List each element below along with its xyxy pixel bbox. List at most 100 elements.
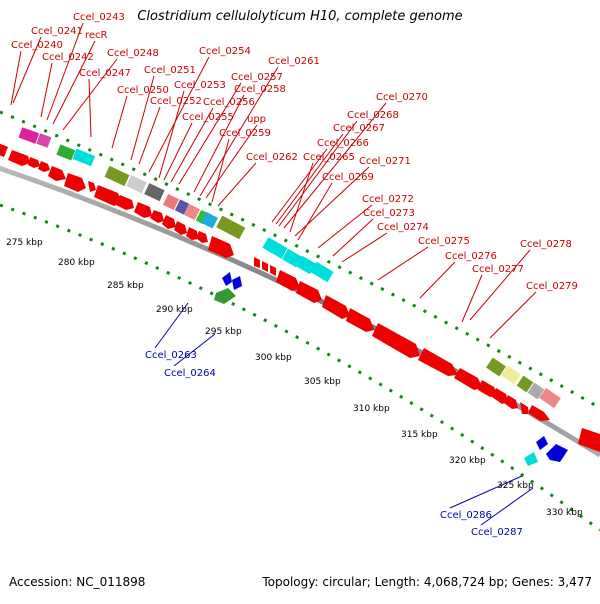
gene-label[interactable]: Ccel_0259 xyxy=(219,128,271,139)
forward-cds xyxy=(64,173,86,192)
forward-cds xyxy=(478,380,498,397)
cds-block xyxy=(310,261,334,283)
gene-label[interactable]: recR xyxy=(85,30,108,41)
gene-label[interactable]: Ccel_0270 xyxy=(376,92,428,103)
label-leader-line xyxy=(469,249,531,321)
forward-cds xyxy=(48,166,66,181)
label-leader-line xyxy=(163,122,193,181)
label-leader-line xyxy=(199,66,279,197)
gene-label[interactable]: Ccel_0248 xyxy=(107,48,159,59)
cds-block xyxy=(174,199,190,215)
label-leader-line xyxy=(489,291,537,339)
forward-cds xyxy=(454,368,482,390)
gene-label[interactable]: Ccel_0279 xyxy=(526,281,578,292)
gene-label[interactable]: Ccel_0268 xyxy=(347,110,399,121)
gene-label[interactable]: Ccel_0252 xyxy=(150,96,202,107)
forward-cds xyxy=(208,236,234,258)
label-leader-line xyxy=(178,82,242,185)
forward-cds xyxy=(196,231,208,243)
forward-cds xyxy=(520,402,528,414)
forward-cds xyxy=(134,202,152,218)
cds-block xyxy=(195,209,209,225)
gene-label[interactable]: Ccel_0278 xyxy=(520,239,572,250)
gene-label[interactable]: Ccel_0242 xyxy=(42,52,94,63)
scale-label: 295 kbp xyxy=(205,327,242,337)
scale-label: 300 kbp xyxy=(255,353,292,363)
gene-label[interactable]: Ccel_0258 xyxy=(234,84,286,95)
gene-label[interactable]: Ccel_0243 xyxy=(73,12,125,23)
gene-label[interactable]: Ccel_0263 xyxy=(145,350,197,361)
cds-block xyxy=(486,357,506,377)
gene-label[interactable]: Ccel_0256 xyxy=(203,97,255,108)
cds-block xyxy=(539,387,561,409)
gene-label[interactable]: Ccel_0253 xyxy=(174,80,226,91)
gene-label[interactable]: Ccel_0247 xyxy=(79,68,131,79)
gene-label[interactable]: Ccel_0272 xyxy=(362,194,414,205)
gene-label[interactable]: Ccel_0266 xyxy=(317,138,369,149)
forward-cds xyxy=(254,257,260,268)
cds-block xyxy=(56,144,76,161)
label-leader-line xyxy=(377,246,429,281)
forward-cds xyxy=(492,388,508,404)
forward-cds xyxy=(504,395,518,409)
cds-block xyxy=(527,382,545,400)
label-leader-line xyxy=(154,302,189,349)
forward-cds xyxy=(276,270,300,291)
gene-label[interactable]: Ccel_0257 xyxy=(231,72,283,83)
label-leader-line xyxy=(278,120,358,227)
gene-label[interactable]: Ccel_0267 xyxy=(333,123,385,134)
forward-cds xyxy=(262,261,268,272)
label-leader-line xyxy=(211,138,230,203)
label-leader-line xyxy=(170,107,214,183)
gene-label[interactable]: Ccel_0262 xyxy=(246,152,298,163)
label-leader-line xyxy=(138,106,161,165)
gene-label[interactable]: Ccel_0287 xyxy=(471,527,523,538)
label-leader-line xyxy=(275,133,344,225)
scale-label: 285 kbp xyxy=(107,281,144,291)
label-leader-line xyxy=(158,90,185,179)
label-leader-line xyxy=(10,50,22,106)
accession-text: Accession: NC_011898 xyxy=(9,575,146,589)
forward-cds xyxy=(88,181,96,192)
scale-label: 290 kbp xyxy=(156,305,193,315)
scale-labels: 275 kbp 280 kbp 285 kbp 290 kbp 295 kbp 300 k… xyxy=(6,238,583,518)
gene-label[interactable]: Ccel_0277 xyxy=(472,264,524,275)
gene-label[interactable]: Ccel_0265 xyxy=(303,152,355,163)
reverse-cds xyxy=(524,452,538,466)
gene-label[interactable]: Ccel_0240 xyxy=(11,40,63,51)
scale-label: 315 kbp xyxy=(401,430,438,440)
forward-cds xyxy=(8,150,30,166)
gene-label[interactable]: Ccel_0241 xyxy=(31,26,83,37)
gene-label[interactable]: Ccel_0261 xyxy=(268,56,320,67)
reverse-cds xyxy=(546,444,568,462)
gene-label[interactable]: Ccel_0269 xyxy=(322,172,374,183)
gene-label[interactable]: Ccel_0271 xyxy=(359,156,411,167)
label-leader-line xyxy=(46,22,84,121)
gene-label[interactable]: Ccel_0264 xyxy=(164,368,216,379)
forward-cds xyxy=(528,405,550,421)
gene-label[interactable]: Ccel_0276 xyxy=(445,251,497,262)
gene-label[interactable]: upp xyxy=(247,114,266,125)
gene-label[interactable]: Ccel_0275 xyxy=(418,236,470,247)
label-leader-line xyxy=(52,40,96,125)
gene-label[interactable]: Ccel_0274 xyxy=(377,222,429,233)
label-leader-line xyxy=(332,218,374,257)
label-leader-line xyxy=(205,124,258,199)
scale-label: 280 kbp xyxy=(58,258,95,268)
gene-label[interactable]: Ccel_0273 xyxy=(363,208,415,219)
cds-block xyxy=(183,203,201,221)
gene-label[interactable]: Ccel_0255 xyxy=(182,112,234,123)
gene-label[interactable]: Ccel_0254 xyxy=(199,46,251,57)
cds-block xyxy=(36,133,52,148)
forward-cds xyxy=(296,281,322,303)
gene-label[interactable]: Ccel_0251 xyxy=(144,65,196,76)
label-leader-line xyxy=(40,62,53,118)
gene-label[interactable]: Ccel_0286 xyxy=(440,510,492,521)
label-leader-line xyxy=(461,274,483,323)
forward-cds xyxy=(322,295,350,319)
label-leader-line xyxy=(341,232,388,263)
reverse-cds xyxy=(214,288,236,304)
gene-label[interactable]: Ccel_0250 xyxy=(117,85,169,96)
